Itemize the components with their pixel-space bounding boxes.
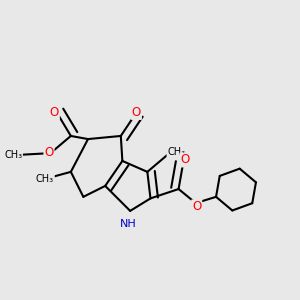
Text: O: O bbox=[180, 154, 189, 166]
Text: CH₃: CH₃ bbox=[167, 147, 185, 157]
Text: CH₃: CH₃ bbox=[4, 150, 22, 160]
Text: O: O bbox=[132, 106, 141, 119]
Text: O: O bbox=[44, 146, 54, 159]
Text: O: O bbox=[192, 200, 201, 213]
Text: NH: NH bbox=[120, 219, 137, 229]
Text: CH₃: CH₃ bbox=[36, 174, 54, 184]
Text: O: O bbox=[50, 106, 59, 119]
